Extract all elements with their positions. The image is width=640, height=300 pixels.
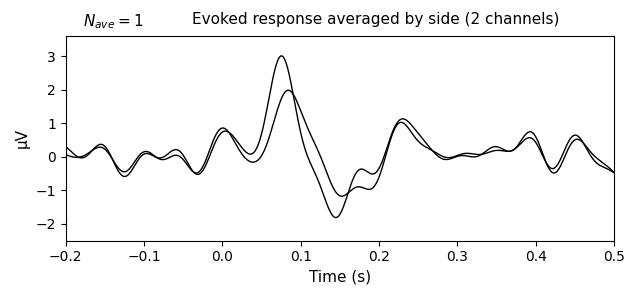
Y-axis label: μV: μV xyxy=(15,128,30,148)
Text: Evoked response averaged by side (2 channels): Evoked response averaged by side (2 chan… xyxy=(192,12,559,27)
X-axis label: Time (s): Time (s) xyxy=(309,270,371,285)
Text: $N_{ave}=1$: $N_{ave}=1$ xyxy=(83,12,143,31)
